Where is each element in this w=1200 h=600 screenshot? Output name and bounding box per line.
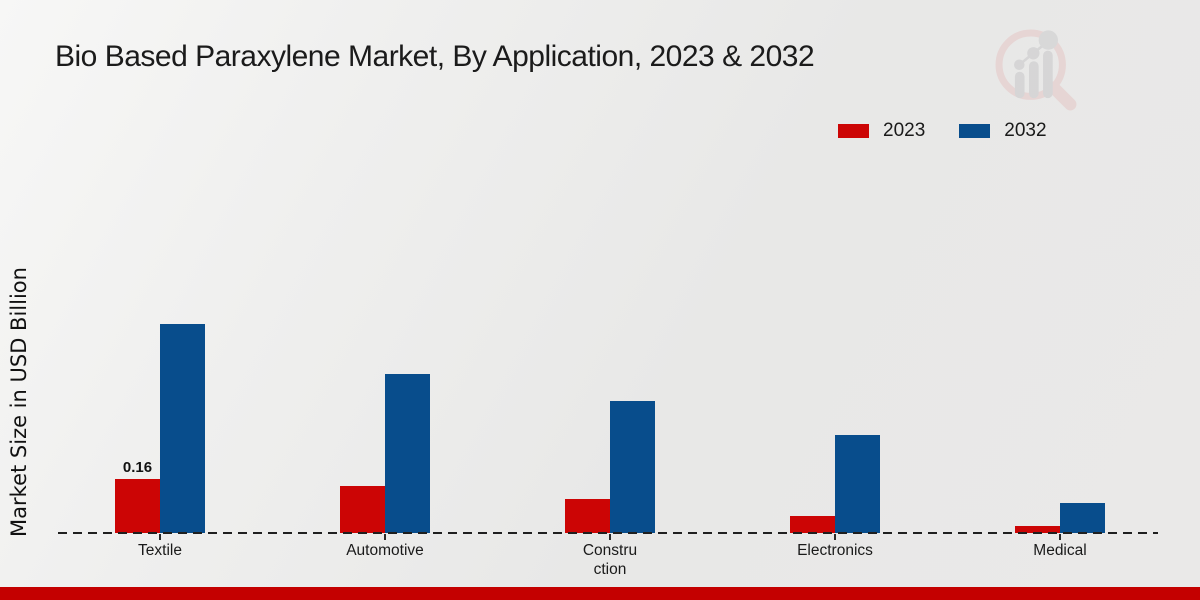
magnifier-bar-chart-logo-icon	[995, 29, 1077, 111]
x-tick-label-textile: Textile	[138, 542, 182, 559]
legend-item-2023: 2023	[838, 120, 925, 142]
bar-2023-electronics	[790, 516, 835, 533]
legend-label-2023: 2023	[883, 120, 926, 141]
bar-2032-medical	[1060, 503, 1105, 533]
x-tick-label-medical: Medical	[1033, 542, 1087, 559]
x-tick-construction	[609, 534, 611, 540]
legend: 2023 2032	[838, 120, 1047, 142]
legend-swatch-2032	[959, 124, 991, 138]
bar-2032-automotive	[385, 374, 430, 533]
chart-title: Bio Based Paraxylene Market, By Applicat…	[55, 40, 815, 73]
bar-2032-electronics	[835, 435, 880, 533]
x-tick-electronics	[834, 534, 836, 540]
legend-label-2032: 2032	[1004, 120, 1047, 141]
x-axis-baseline	[58, 532, 1158, 534]
bar-2023-automotive	[340, 486, 385, 533]
x-tick-textile	[159, 534, 161, 540]
x-tick-automotive	[384, 534, 386, 540]
bar-2023-construction	[565, 499, 610, 533]
x-tick-label-construction: Constru ction	[582, 542, 638, 579]
bar-2032-textile	[160, 324, 205, 533]
x-tick-label-automotive: Automotive	[346, 542, 424, 559]
footer-accent-bar	[0, 587, 1200, 600]
bar-2032-construction	[610, 401, 655, 533]
x-tick-medical	[1059, 534, 1061, 540]
bar-2023-medical	[1015, 526, 1060, 533]
legend-swatch-2023	[838, 124, 869, 138]
bar-2023-textile	[115, 479, 160, 533]
x-tick-label-electronics: Electronics	[797, 542, 873, 559]
legend-item-2032: 2032	[959, 120, 1047, 142]
value-label-2023-textile: 0.16	[122, 459, 153, 476]
